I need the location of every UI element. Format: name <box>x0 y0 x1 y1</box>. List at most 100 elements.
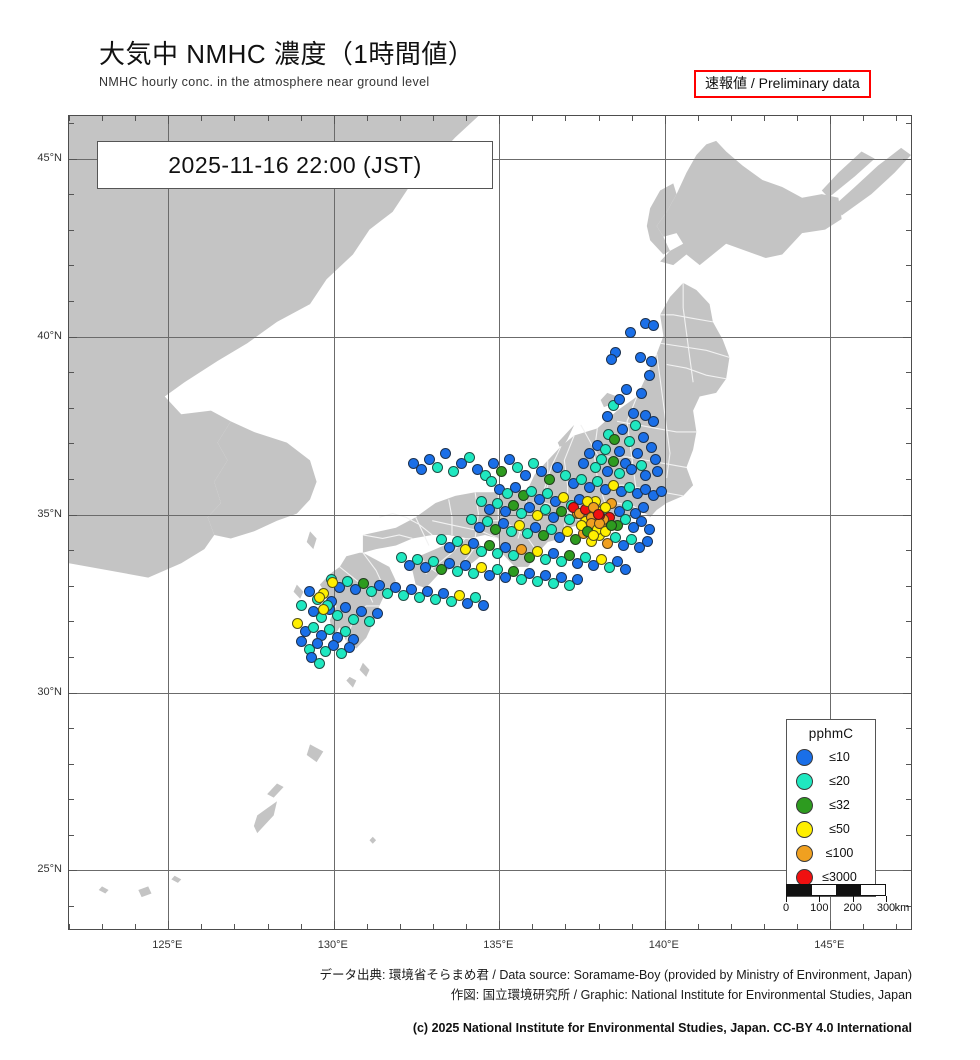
station-point <box>635 515 647 527</box>
axis-tick-minor <box>69 906 74 908</box>
station-point <box>501 487 513 499</box>
station-point <box>629 507 641 519</box>
axis-tick-minor <box>906 301 911 303</box>
station-point <box>323 623 335 635</box>
station-point <box>561 525 573 537</box>
station-point <box>619 513 631 525</box>
station-point <box>473 521 485 533</box>
station-point <box>643 369 655 381</box>
station-point <box>613 445 625 457</box>
station-point <box>619 457 631 469</box>
timestamp-box: 2025-11-16 22:00 (JST) <box>97 141 493 189</box>
station-point <box>497 517 509 529</box>
station-point <box>595 453 607 465</box>
scale-bar: 0 100 200 300 km <box>783 884 909 916</box>
station-point <box>627 521 639 533</box>
station-point <box>397 589 409 601</box>
station-point <box>571 557 583 569</box>
axis-tick-minor <box>69 123 74 125</box>
station-point <box>631 447 643 459</box>
station-point <box>489 523 501 535</box>
station-point <box>635 459 647 471</box>
station-point <box>317 603 329 615</box>
station-point <box>563 513 575 525</box>
axis-tick-minor <box>69 301 74 303</box>
axis-tick-minor <box>906 906 911 908</box>
station-point <box>339 601 351 613</box>
legend-item-label: ≤3000 <box>822 870 857 884</box>
axis-tick <box>830 921 832 929</box>
y-axis-label: 40°N <box>37 329 62 342</box>
station-point <box>605 353 617 365</box>
axis-tick-minor <box>565 924 567 929</box>
station-point <box>647 319 659 331</box>
station-point <box>587 529 599 541</box>
gridline-lon <box>830 116 832 929</box>
station-point <box>635 387 647 399</box>
station-point <box>627 407 639 419</box>
station-point <box>555 555 567 567</box>
axis-tick-minor <box>300 116 302 121</box>
station-point <box>647 415 659 427</box>
axis-tick-minor <box>906 656 911 658</box>
axis-tick-minor <box>300 924 302 929</box>
station-point <box>487 457 499 469</box>
legend-color-swatch <box>796 748 813 766</box>
station-point <box>551 461 563 473</box>
station-point <box>507 565 519 577</box>
legend-color-swatch <box>796 868 813 886</box>
legend-item-4: ≤100 <box>794 841 868 865</box>
title-block: 大気中 NMHC 濃度（1時間値） NMHC hourly conc. in t… <box>99 39 474 89</box>
station-point <box>519 469 531 481</box>
station-point <box>491 497 503 509</box>
axis-tick-minor <box>234 924 236 929</box>
station-point <box>471 463 483 475</box>
station-point <box>643 523 655 535</box>
station-point <box>633 541 645 553</box>
station-point <box>613 505 625 517</box>
axis-tick <box>664 116 666 124</box>
station-point <box>545 523 557 535</box>
axis-tick-minor <box>532 924 534 929</box>
legend-item-3: ≤50 <box>794 817 868 841</box>
legend-item-label: ≤20 <box>829 774 850 788</box>
station-point <box>451 535 463 547</box>
station-point <box>531 575 543 587</box>
axis-tick-minor <box>69 834 74 836</box>
station-point <box>513 519 525 531</box>
station-point <box>335 647 347 659</box>
preliminary-data-badge: 速報値 / Preliminary data <box>694 70 871 99</box>
x-axis-label: 125°E <box>152 939 183 951</box>
axis-tick-minor <box>906 621 911 623</box>
station-point <box>435 563 447 575</box>
axis-tick-minor <box>598 116 600 121</box>
station-point <box>491 547 503 559</box>
axis-tick-minor <box>201 924 203 929</box>
axis-tick-minor <box>69 479 74 480</box>
station-point <box>295 599 307 611</box>
station-point <box>599 501 611 513</box>
station-point <box>639 483 651 495</box>
axis-tick-minor <box>69 443 74 445</box>
axis-tick <box>69 336 77 338</box>
station-point <box>313 591 325 603</box>
axis-tick-minor <box>433 924 435 929</box>
axis-tick-minor <box>135 116 137 121</box>
station-point <box>617 539 629 551</box>
axis-tick <box>333 921 335 929</box>
axis-tick-minor <box>532 116 534 121</box>
station-point <box>547 577 559 589</box>
axis-tick-minor <box>906 799 911 801</box>
station-point <box>637 501 649 513</box>
station-point <box>307 621 319 633</box>
station-point <box>445 595 457 607</box>
axis-tick-minor <box>730 116 732 121</box>
station-point <box>431 461 443 473</box>
station-point <box>381 587 393 599</box>
station-point <box>537 529 549 541</box>
station-point <box>533 493 545 505</box>
map-plot-area[interactable] <box>68 115 912 930</box>
station-point <box>605 519 617 531</box>
gridline-lat <box>69 692 911 694</box>
station-point <box>303 585 315 597</box>
